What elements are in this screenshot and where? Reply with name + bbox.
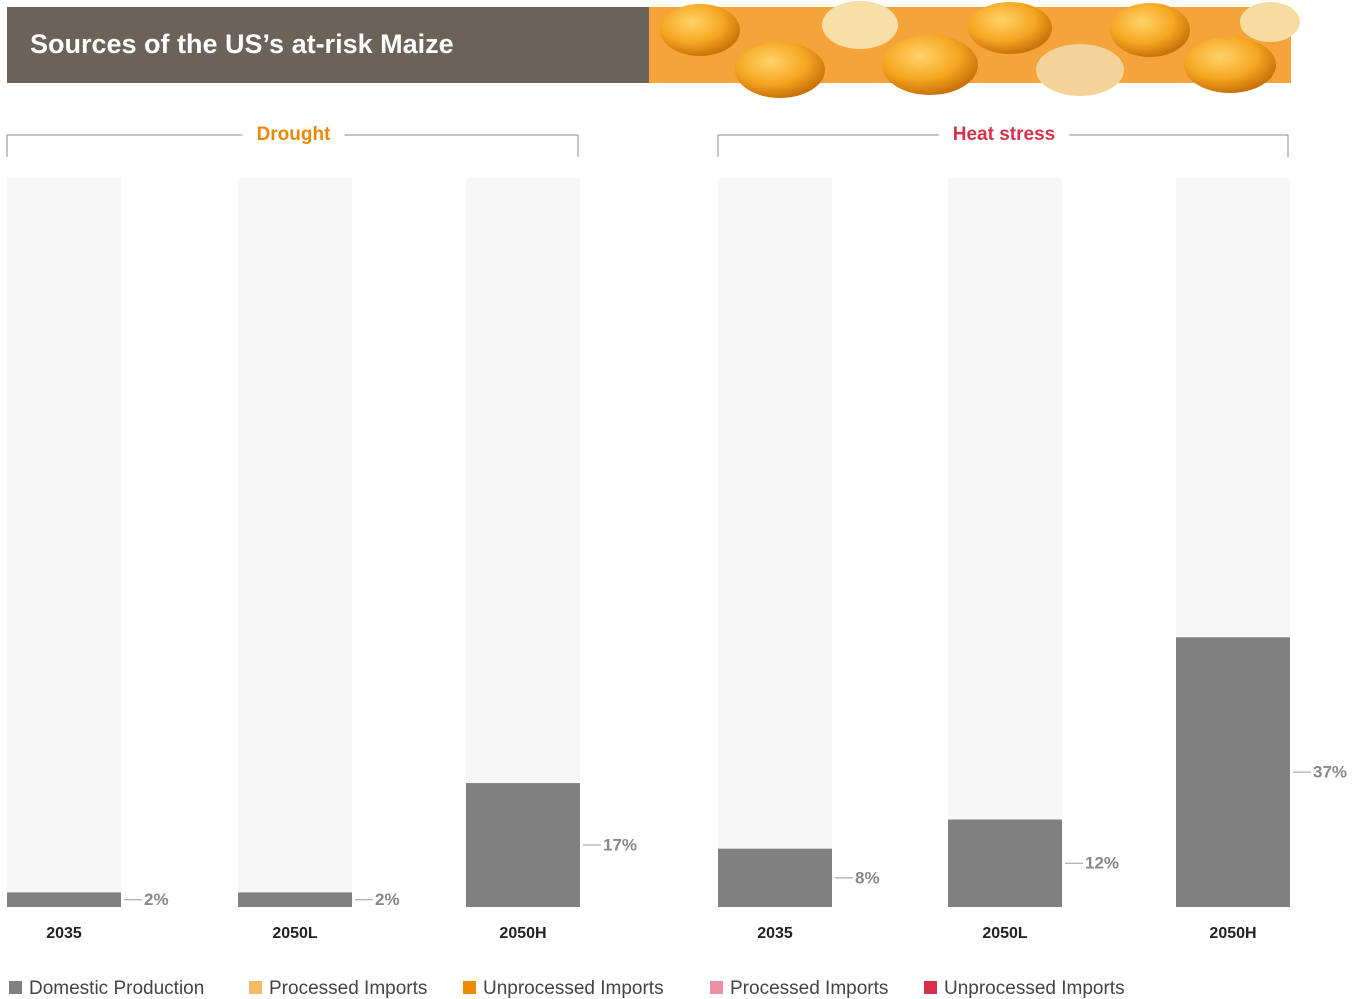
x-tick-label: 2035 — [757, 925, 793, 942]
legend-swatch — [924, 981, 937, 994]
value-label: 2% — [375, 890, 400, 909]
bar — [466, 783, 580, 907]
legend-swatch — [710, 981, 723, 994]
bar — [718, 849, 832, 907]
legend-label: Domestic Production — [29, 978, 204, 999]
legend-label: Unprocessed Imports — [483, 978, 664, 999]
legend-swatch — [249, 981, 262, 994]
chart: Sources of the US’s at-risk Maize Drough… — [0, 0, 1362, 999]
bar — [948, 820, 1062, 907]
x-tick-label: 2050L — [272, 925, 318, 942]
panel: Heat stress 8% 2035 12% 2050L 37% 2050H — [718, 124, 1347, 942]
x-tick-label: 2050L — [982, 925, 1028, 942]
panel-title: Heat stress — [953, 124, 1055, 145]
legend-swatch — [9, 981, 22, 994]
panel: Drought 2% 2035 2% 2050L 17% 2050H — [7, 124, 637, 942]
x-tick-label: 2035 — [46, 925, 82, 942]
panel-title: Drought — [257, 124, 332, 145]
value-label: 8% — [855, 868, 880, 887]
value-label: 17% — [603, 836, 637, 855]
bar — [1176, 637, 1290, 907]
page-title: Sources of the US’s at-risk Maize — [30, 29, 454, 59]
bar — [7, 892, 121, 907]
legend-label: Processed Imports — [730, 978, 888, 999]
x-tick-label: 2050H — [499, 925, 546, 942]
x-tick-label: 2050H — [1209, 925, 1256, 942]
legend-label: Unprocessed Imports — [944, 978, 1125, 999]
bar-track — [7, 178, 121, 907]
legend-swatch — [463, 981, 476, 994]
value-label: 2% — [144, 890, 169, 909]
bar-track — [238, 178, 352, 907]
bar-track — [948, 178, 1062, 907]
bar-track — [718, 178, 832, 907]
legend: Domestic Production Processed Imports Unpr… — [9, 978, 1125, 999]
bar — [238, 892, 352, 907]
value-label: 37% — [1313, 763, 1347, 782]
header: Sources of the US’s at-risk Maize — [7, 1, 1300, 98]
legend-label: Processed Imports — [269, 978, 427, 999]
value-label: 12% — [1085, 854, 1119, 873]
